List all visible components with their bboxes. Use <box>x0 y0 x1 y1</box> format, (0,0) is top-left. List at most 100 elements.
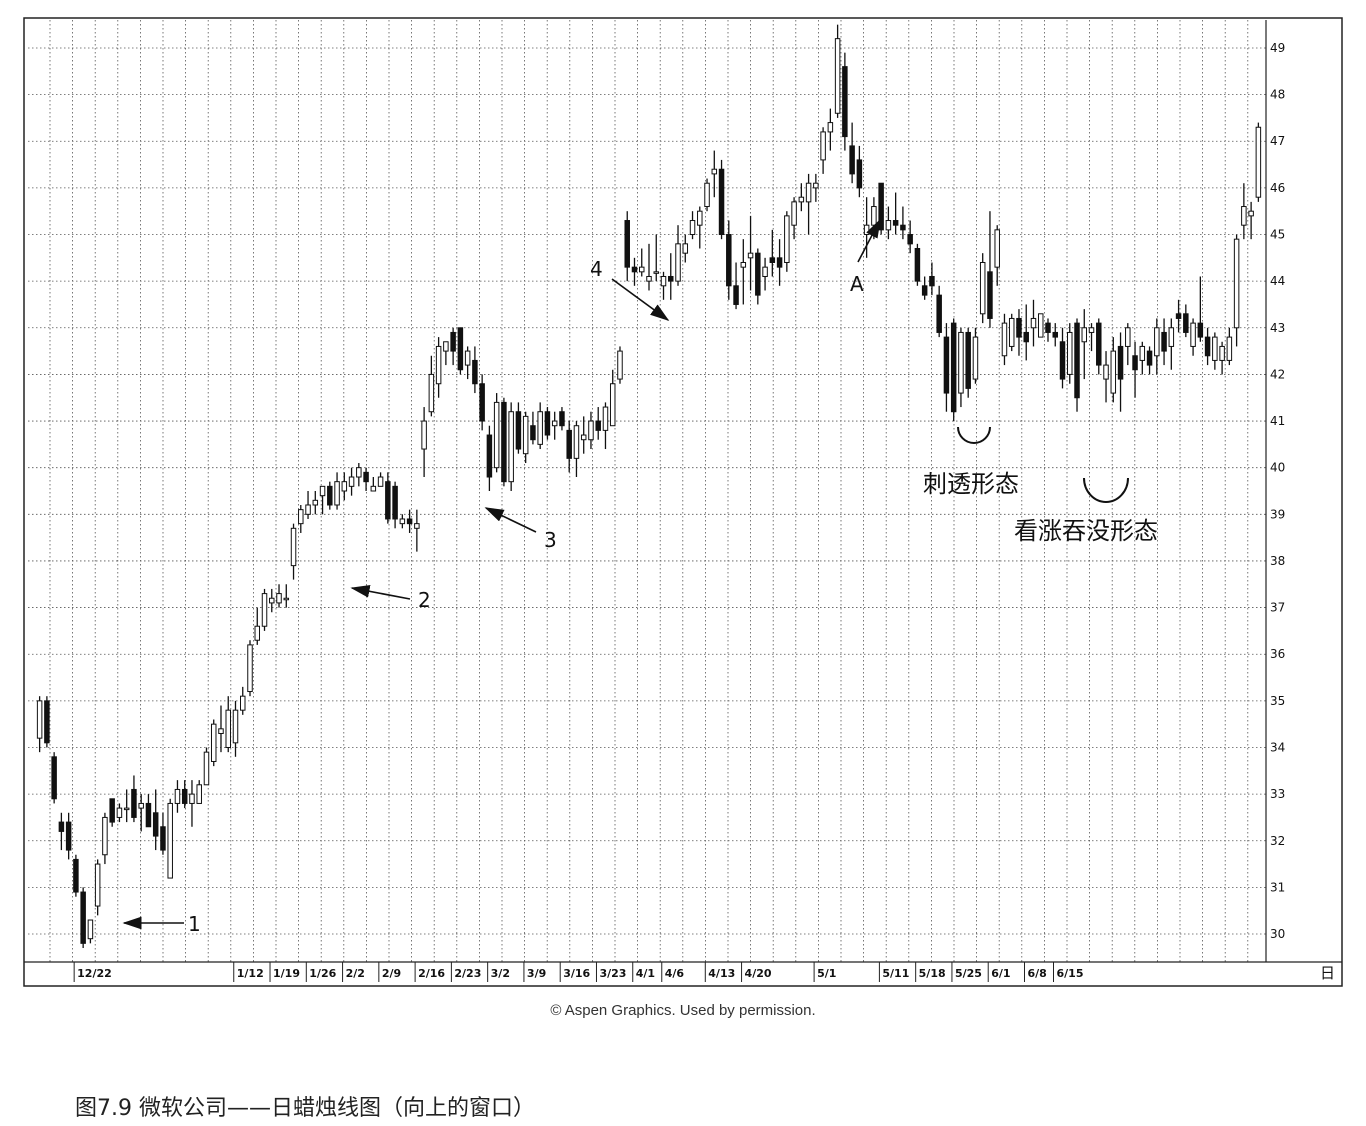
candle-body-down <box>450 331 456 352</box>
candle-body-down <box>921 285 928 296</box>
svg-text:刺透形态: 刺透形态 <box>923 470 1019 498</box>
candle-body-up <box>580 434 587 441</box>
candle-body-up <box>1067 331 1073 375</box>
candle <box>791 197 797 240</box>
candle-body-up <box>1233 238 1240 329</box>
x-tick-label: 4/20 <box>745 967 772 980</box>
candle <box>588 411 594 450</box>
candle <box>102 812 108 865</box>
x-tick-label: 4/1 <box>636 967 655 980</box>
x-tick-label: 6/15 <box>1057 967 1084 980</box>
candle <box>1190 318 1196 356</box>
y-tick-label: 42 <box>1270 367 1285 381</box>
candlestick-chart: 3031323334353637383940414243444546474849… <box>23 17 1343 987</box>
candle <box>631 257 638 286</box>
candle-body-down <box>1183 313 1189 333</box>
candle <box>138 794 144 832</box>
candle <box>65 812 72 860</box>
candle-body-down <box>631 266 638 273</box>
candle-body-down <box>965 331 971 389</box>
candle-body-up <box>834 38 841 114</box>
candle <box>1212 332 1218 370</box>
candle <box>900 206 906 240</box>
candle <box>1001 313 1008 366</box>
candle <box>668 253 674 300</box>
candle-body-up <box>261 593 268 627</box>
candle-body-down <box>914 248 921 282</box>
candle-body-down <box>479 383 485 422</box>
x-tick-label: 4/13 <box>708 967 735 980</box>
candle <box>827 108 834 151</box>
candle-body-down <box>559 411 565 427</box>
candle-body-up <box>784 215 790 263</box>
candle <box>493 393 500 473</box>
candle <box>1241 183 1247 240</box>
candle-body-down <box>544 411 551 436</box>
candle-body-up <box>711 168 718 175</box>
candle <box>319 485 326 515</box>
candle <box>617 346 623 384</box>
candle <box>1023 304 1029 361</box>
candle <box>80 887 86 949</box>
candle <box>762 257 768 291</box>
candle-body-up <box>210 723 217 762</box>
candle-body-up <box>1248 210 1254 217</box>
candle-body-down <box>392 485 398 520</box>
candle-body-up <box>704 182 710 208</box>
y-tick-label: 31 <box>1270 880 1285 894</box>
candle <box>327 481 333 510</box>
x-tick-label: 5/1 <box>817 967 836 980</box>
candle-body-up <box>871 206 877 226</box>
candle <box>994 225 1000 286</box>
x-tick-label: 2/23 <box>454 967 481 980</box>
candle <box>740 239 747 305</box>
candle <box>1074 318 1080 412</box>
candle-body-down <box>131 788 137 818</box>
x-tick-label: 6/1 <box>991 967 1010 980</box>
annotation-3: 3 <box>484 507 557 552</box>
candle-body-down <box>58 821 65 832</box>
candle <box>406 509 413 533</box>
candle-body-down <box>44 700 50 744</box>
candle <box>551 411 558 440</box>
candle-body-down <box>929 275 935 287</box>
candle-body-up <box>675 243 681 282</box>
candle-body-up <box>791 201 797 226</box>
candle-body-down <box>80 891 86 944</box>
candle <box>682 234 689 263</box>
candle <box>1030 299 1037 347</box>
y-tick-label: 44 <box>1270 274 1285 288</box>
candle <box>1016 309 1022 356</box>
candle-body-down <box>1132 355 1138 371</box>
y-tick-label: 48 <box>1270 88 1285 102</box>
candle-body-up <box>283 597 290 601</box>
candle-body-up <box>1103 364 1109 380</box>
candle <box>399 514 406 529</box>
candle <box>1088 323 1095 352</box>
candle <box>312 491 319 515</box>
candle <box>486 425 493 491</box>
candle <box>566 421 572 473</box>
x-tick-label: 5/11 <box>882 967 909 980</box>
candle-body-up <box>428 373 435 413</box>
y-tick-label: 30 <box>1270 927 1285 941</box>
candle <box>1067 323 1073 384</box>
candle <box>544 407 551 440</box>
candle-body-up <box>377 476 384 487</box>
x-tick-label: 2/9 <box>382 967 401 980</box>
candle-body-down <box>769 257 776 263</box>
y-tick-label: 35 <box>1270 694 1285 708</box>
candle <box>392 481 398 529</box>
candle <box>298 504 304 533</box>
candle <box>428 355 435 417</box>
candle <box>624 211 630 282</box>
candle-body-up <box>312 499 319 506</box>
candle <box>116 803 123 823</box>
candle-body-down <box>145 802 152 828</box>
candle <box>174 780 181 813</box>
y-tick-label: 43 <box>1270 321 1285 335</box>
candle <box>51 752 57 804</box>
candle <box>776 239 783 286</box>
x-tick-label: 5/25 <box>955 967 982 980</box>
candle-body-up <box>1088 327 1095 333</box>
